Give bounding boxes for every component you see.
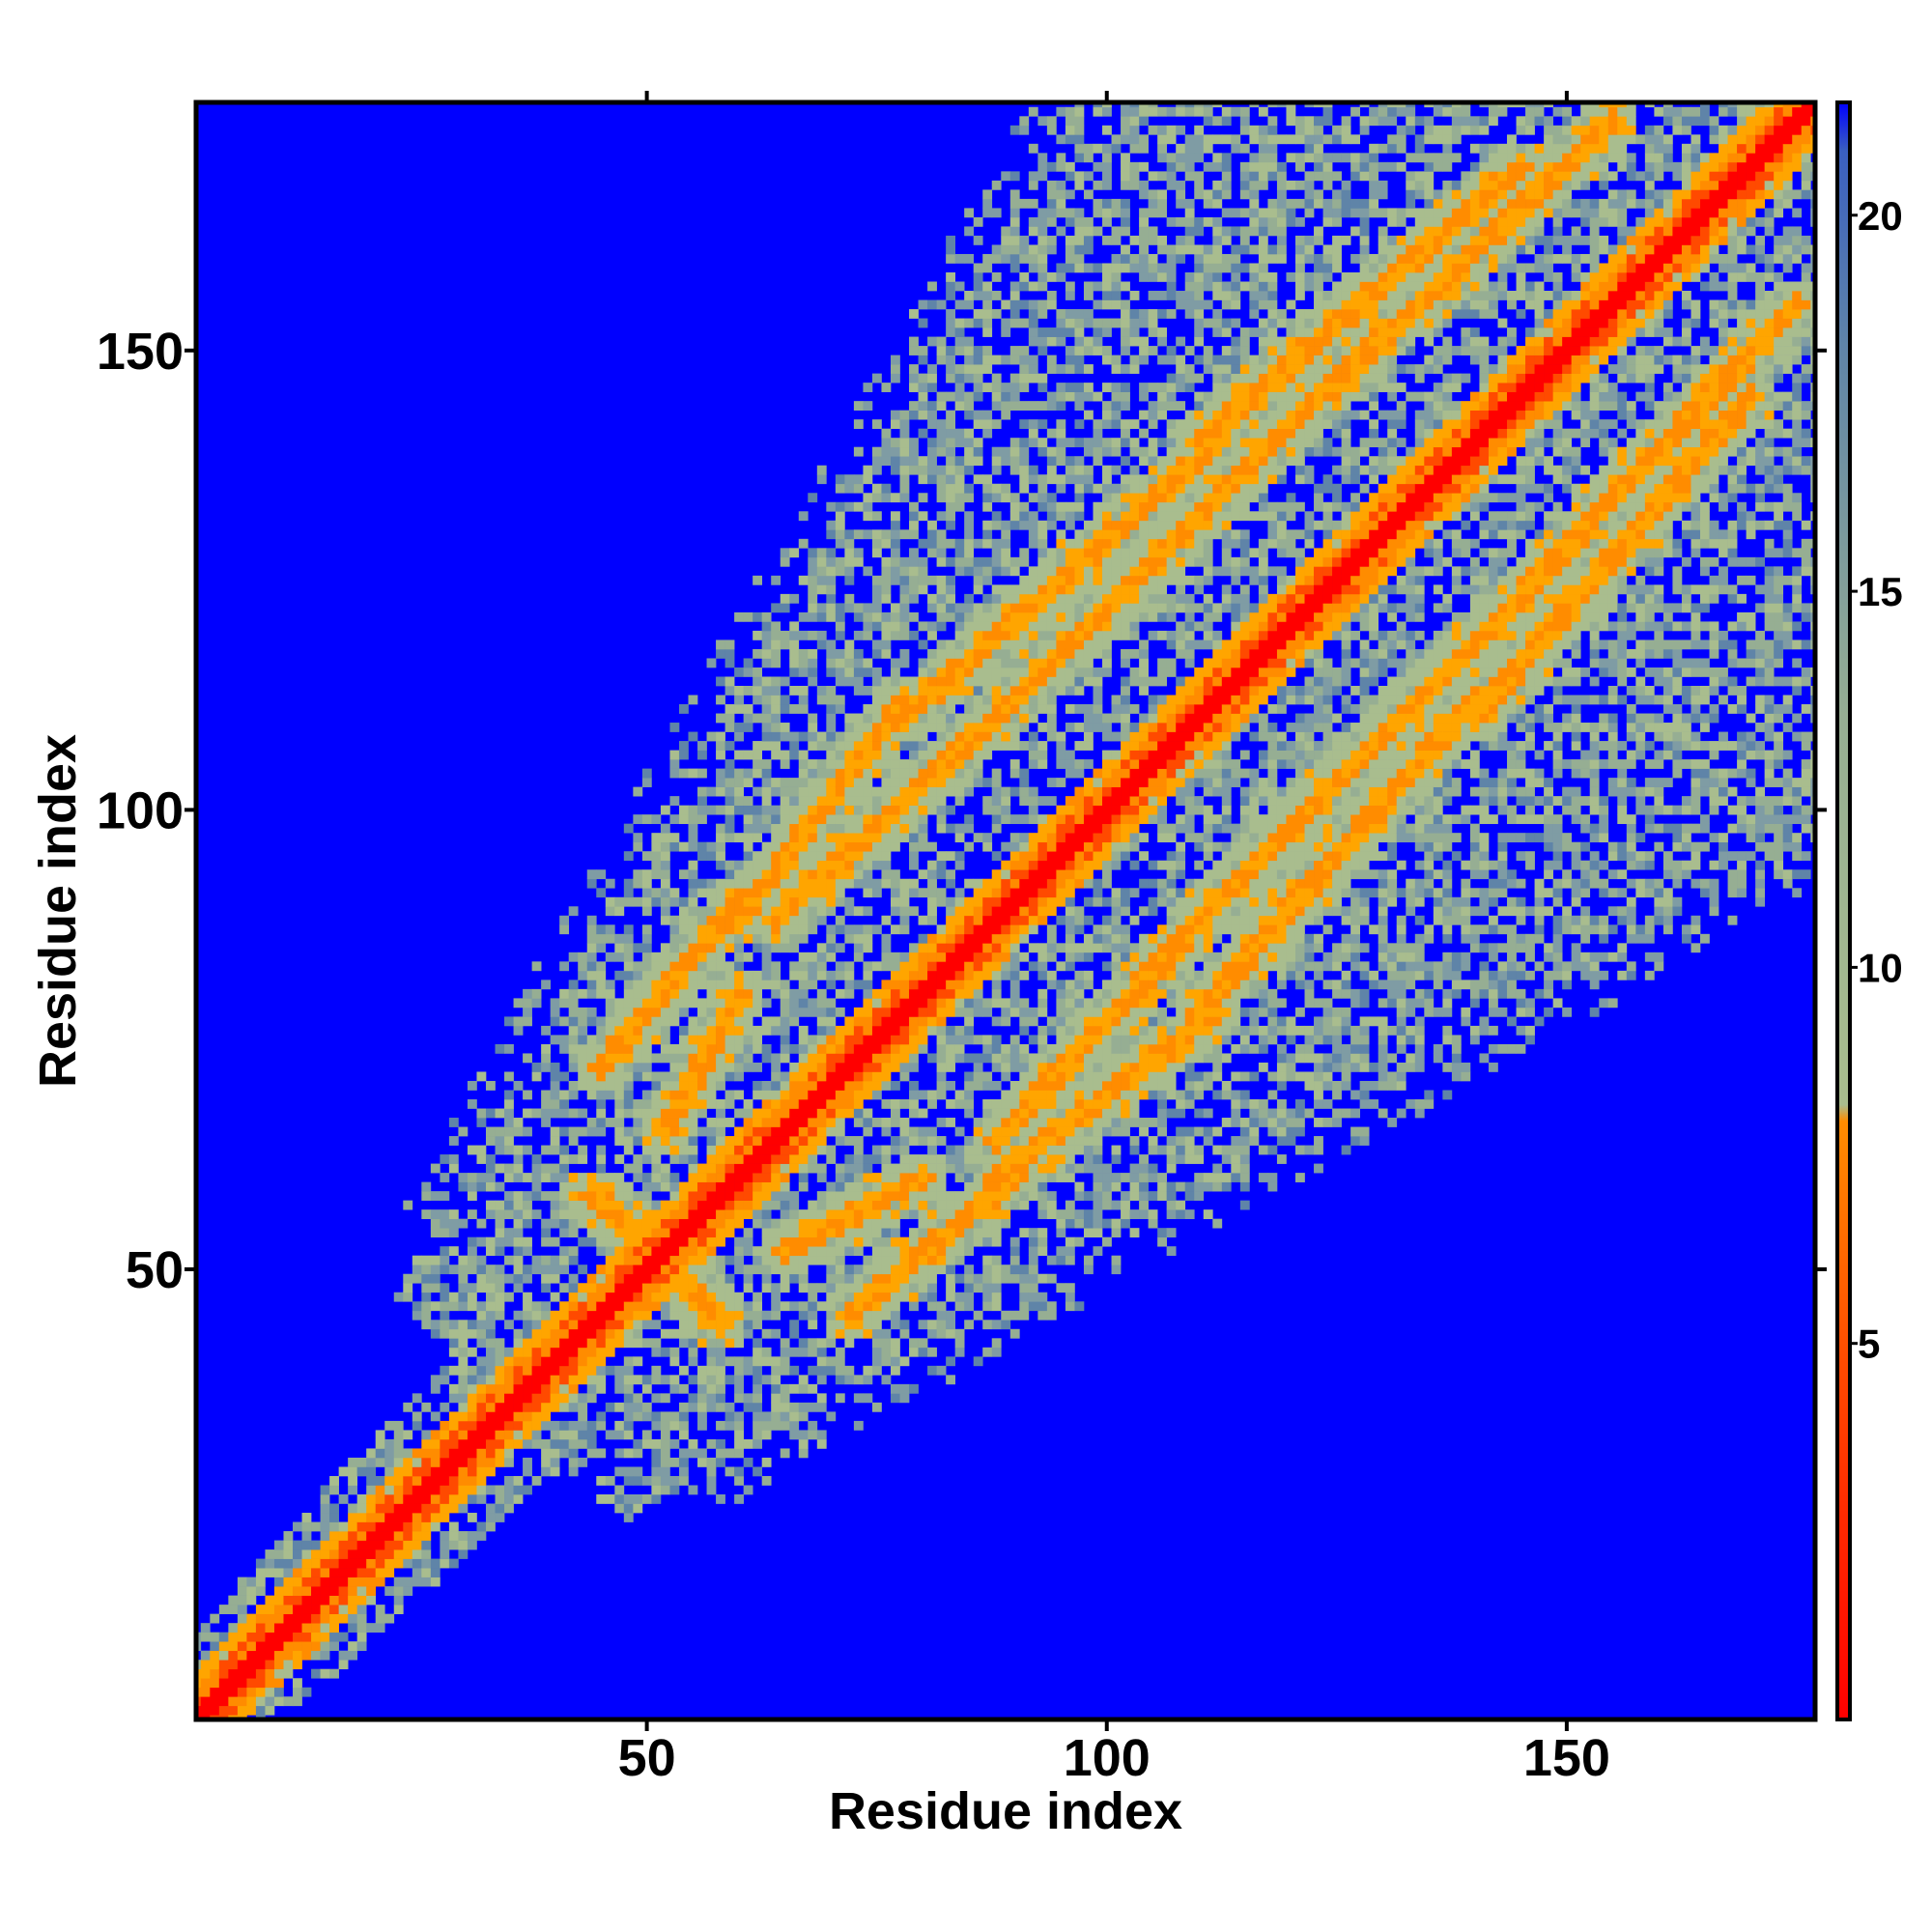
- x-tick-label: 50: [618, 1729, 676, 1787]
- y-tick-label: 150: [97, 323, 184, 381]
- colorbar-gradient: [1835, 100, 1852, 1721]
- colorbar-tick-label: 10: [1858, 945, 1903, 990]
- colorbar-tick-label: 5: [1858, 1321, 1880, 1367]
- x-axis-label: Residue index: [829, 1782, 1182, 1840]
- axis-ticks: 50 100 150 50 100 150: [97, 91, 1827, 1787]
- colorbar: 5 10 15 20: [1835, 100, 1903, 1721]
- x-tick-label: 150: [1523, 1729, 1610, 1787]
- y-tick-label: 50: [126, 1241, 184, 1299]
- y-tick-label: 100: [97, 781, 184, 839]
- colorbar-tick-label: 20: [1858, 193, 1903, 239]
- y-axis-label: Residue index: [29, 734, 87, 1088]
- heatmap-cells: [196, 102, 1815, 1719]
- x-tick-label: 100: [1064, 1729, 1151, 1787]
- plot-frame: [193, 99, 1818, 1722]
- colorbar-tick-label: 15: [1858, 569, 1903, 614]
